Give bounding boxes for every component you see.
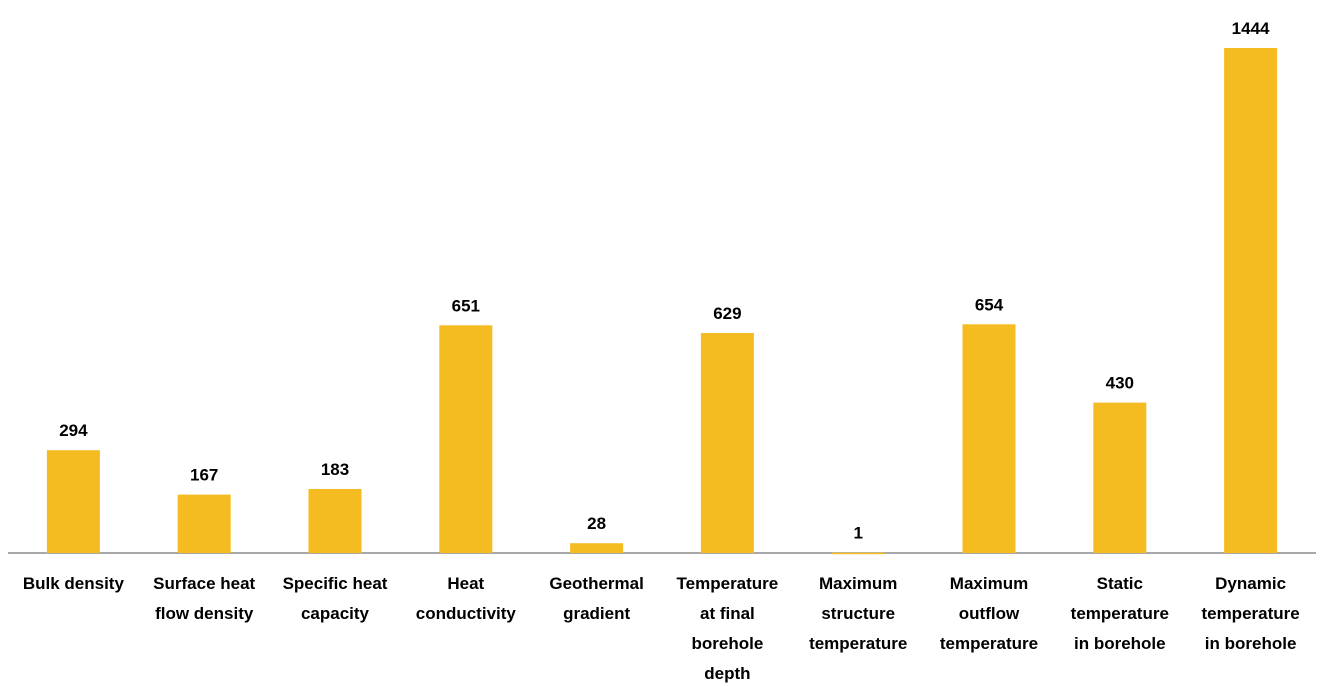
category-labels-group: Bulk density Surface heat flow density Spec… bbox=[23, 574, 1300, 683]
bar-4 bbox=[439, 325, 493, 553]
category-label: Maximum structure temperature bbox=[809, 574, 907, 653]
category-label-line: temperature bbox=[809, 634, 907, 653]
bar-value-label: 167 bbox=[190, 466, 218, 485]
bar-2 bbox=[177, 494, 231, 553]
category-label-line: at final bbox=[700, 604, 755, 623]
category-label-line: Static bbox=[1097, 574, 1143, 593]
category-label-line: capacity bbox=[301, 604, 370, 623]
category-label-line: Geothermal bbox=[549, 574, 643, 593]
category-label-line: Maximum bbox=[950, 574, 1028, 593]
bar-value-label: 430 bbox=[1106, 374, 1134, 393]
category-label-line: Temperature bbox=[677, 574, 779, 593]
category-label-line: in borehole bbox=[1074, 634, 1166, 653]
category-label-line: Heat bbox=[447, 574, 484, 593]
bar-value-label: 294 bbox=[59, 421, 88, 440]
bar-3 bbox=[308, 489, 362, 553]
category-label: Surface heat flow density bbox=[153, 574, 255, 623]
category-label-line: depth bbox=[704, 664, 750, 683]
bar-value-label: 28 bbox=[587, 514, 606, 533]
category-label-line: Dynamic bbox=[1215, 574, 1286, 593]
category-label: Dynamic temperature in borehole bbox=[1201, 574, 1299, 653]
category-label-line: Surface heat bbox=[153, 574, 255, 593]
category-label-line: temperature bbox=[940, 634, 1038, 653]
category-label-line: Specific heat bbox=[283, 574, 388, 593]
category-label-line: Maximum bbox=[819, 574, 897, 593]
bar-value-label: 651 bbox=[452, 296, 480, 315]
category-label: Temperature at final borehole depth bbox=[677, 574, 779, 683]
category-label-line: in borehole bbox=[1205, 634, 1297, 653]
category-label-line: borehole bbox=[692, 634, 764, 653]
bar-value-label: 1 bbox=[853, 524, 862, 543]
bar-8 bbox=[962, 324, 1016, 553]
category-label-line: structure bbox=[821, 604, 895, 623]
category-label: Heat conductivity bbox=[416, 574, 517, 623]
bar-5 bbox=[570, 543, 624, 553]
category-label-line: Bulk density bbox=[23, 574, 125, 593]
category-label-line: temperature bbox=[1071, 604, 1169, 623]
bar-value-label: 629 bbox=[713, 304, 741, 323]
bar-6 bbox=[700, 333, 754, 553]
category-label: Specific heat capacity bbox=[283, 574, 388, 623]
category-label: Geothermal gradient bbox=[549, 574, 643, 623]
category-label-line: flow density bbox=[155, 604, 254, 623]
bar-value-label: 1444 bbox=[1232, 19, 1270, 38]
category-label-line: outflow bbox=[959, 604, 1020, 623]
bar-value-label: 654 bbox=[975, 295, 1004, 314]
bars-group bbox=[46, 48, 1278, 555]
bar-10 bbox=[1224, 48, 1278, 553]
bar-7 bbox=[831, 552, 885, 555]
category-label: Static temperature in borehole bbox=[1071, 574, 1169, 653]
bar-value-label: 183 bbox=[321, 460, 349, 479]
value-labels-group: 294 167 183 651 28 629 1 654 430 1444 bbox=[59, 19, 1270, 543]
category-label-line: gradient bbox=[563, 604, 630, 623]
category-label: Bulk density bbox=[23, 574, 125, 593]
category-label: Maximum outflow temperature bbox=[940, 574, 1038, 653]
bar-9 bbox=[1093, 402, 1147, 553]
bar-1 bbox=[46, 450, 100, 553]
category-label-line: temperature bbox=[1201, 604, 1299, 623]
category-label-line: conductivity bbox=[416, 604, 517, 623]
